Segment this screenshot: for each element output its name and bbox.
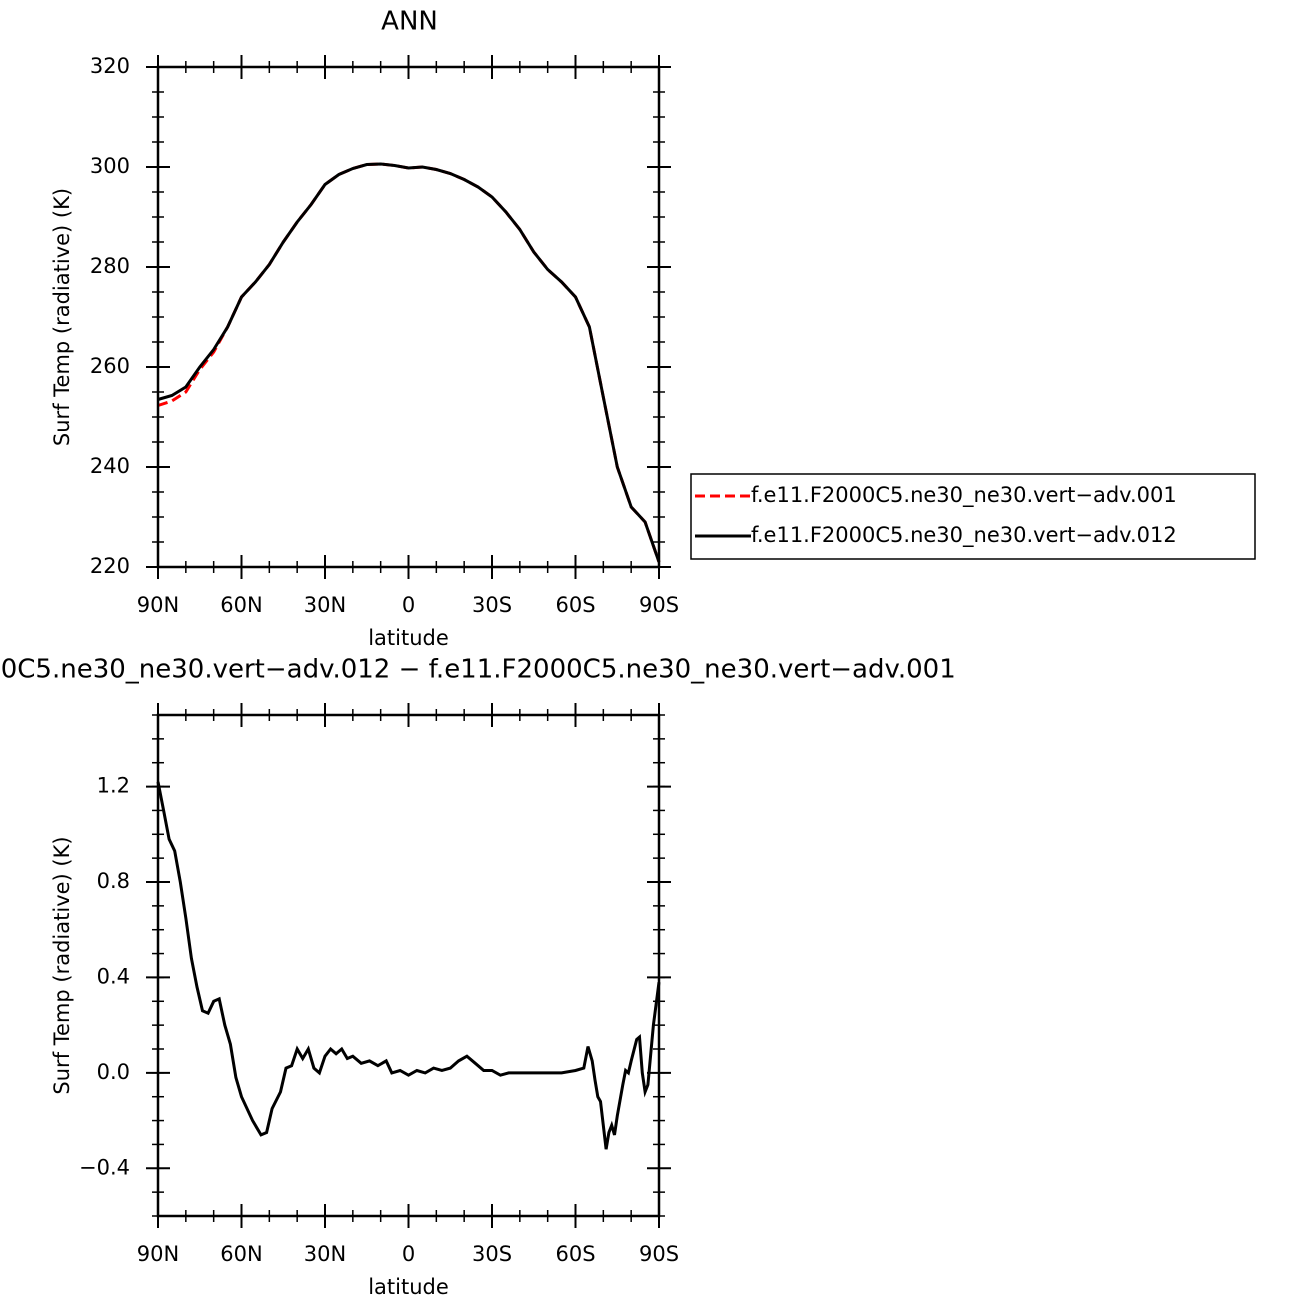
y-tick-label: 300 [90,154,130,178]
x-tick-label: 60S [555,1242,595,1266]
x-tick-label: 0 [402,593,415,617]
y-tick-label: 220 [90,554,130,578]
y-tick-label: 240 [90,454,130,478]
y-tick-label: 320 [90,54,130,78]
x-axis-label: latitude [368,1275,449,1299]
x-tick-label: 90S [639,1242,679,1266]
data-line [157,162,661,563]
x-tick-label: 90N [137,1242,179,1266]
y-tick-label: 1.2 [97,774,130,798]
x-tick-label: 30S [472,593,512,617]
x-tick-label: 60N [220,593,262,617]
x-axis-label: latitude [368,626,449,650]
plot-frame [156,65,661,569]
data-line [157,162,661,563]
chart-title: f.e11.F2000C5.ne30_ne30.vert−adv.012 − f… [0,655,956,685]
y-tick-label: 0.0 [97,1060,130,1084]
x-tick-label: 30S [472,1242,512,1266]
y-tick-label: 280 [90,254,130,278]
plot-frame [156,713,661,1218]
x-tick-label: 0 [402,1242,415,1266]
y-tick-label: −0.4 [79,1155,130,1179]
y-tick-label: 0.8 [97,869,130,893]
legend-label: f.e11.F2000C5.ne30_ne30.vert−adv.001 [751,483,1177,508]
legend-box [690,473,1256,560]
y-tick-label: 260 [90,354,130,378]
x-tick-label: 60N [220,1242,262,1266]
x-tick-label: 90N [137,593,179,617]
y-tick-label: 0.4 [97,964,130,988]
x-tick-label: 30N [304,593,346,617]
legend-label: f.e11.F2000C5.ne30_ne30.vert−adv.012 [751,523,1177,548]
x-tick-label: 90S [639,593,679,617]
x-tick-label: 60S [555,593,595,617]
x-tick-label: 30N [304,1242,346,1266]
y-axis-label: Surf Temp (radiative) (K) [50,188,74,446]
data-line [156,781,661,1150]
y-axis-label: Surf Temp (radiative) (K) [50,836,74,1094]
chart-title: ANN [381,7,438,37]
